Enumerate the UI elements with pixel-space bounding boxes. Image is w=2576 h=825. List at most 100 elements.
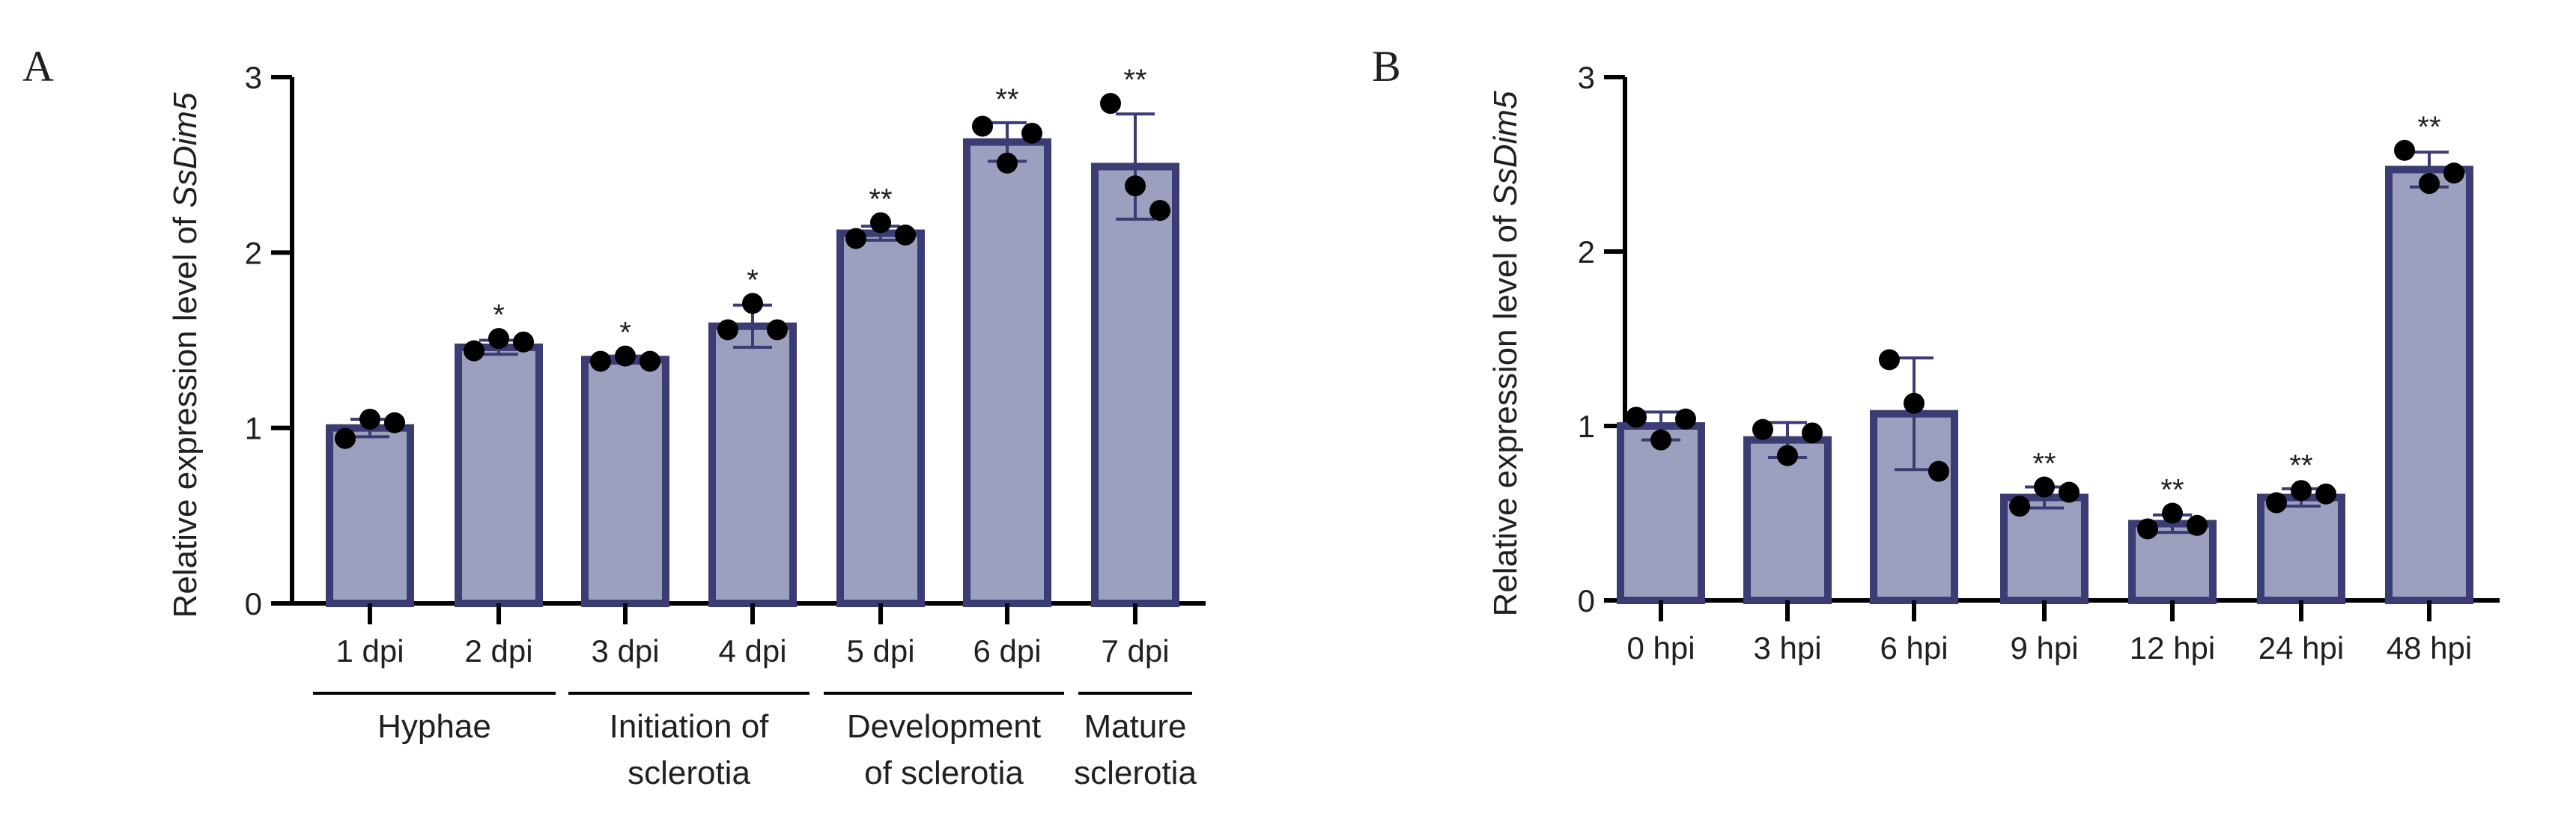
data-point xyxy=(2443,162,2464,184)
x-tick-label: 12 hpi xyxy=(2130,630,2215,666)
significance-marker: * xyxy=(493,299,505,332)
significance-marker: * xyxy=(747,264,759,296)
data-point xyxy=(1149,200,1170,222)
significance-marker: * xyxy=(619,317,631,350)
bar xyxy=(1743,436,1832,605)
bar xyxy=(836,229,925,607)
y-axis-label: Relative expression level of SsDim5 xyxy=(1487,91,1524,616)
data-point xyxy=(2187,514,2208,536)
y-tick-label: 3 xyxy=(245,60,262,95)
data-point xyxy=(640,350,660,372)
group-label: of sclerotia xyxy=(864,755,1024,791)
data-point xyxy=(2291,480,2312,502)
bar xyxy=(2257,493,2345,605)
data-point xyxy=(590,350,611,372)
y-tick-label: 3 xyxy=(1578,60,1595,95)
x-tick-label: 6 hpi xyxy=(1880,630,1948,666)
y-axis-label-text: Relative expression level of xyxy=(1487,207,1524,617)
data-point xyxy=(1928,460,1949,482)
data-point xyxy=(2034,476,2055,498)
significance-marker: ** xyxy=(2032,448,2056,481)
x-tick-label: 1 dpi xyxy=(335,633,404,669)
data-point xyxy=(1021,122,1042,144)
data-point xyxy=(895,224,916,246)
data-point xyxy=(2009,496,2030,517)
bar xyxy=(455,343,543,607)
data-point xyxy=(1879,349,1900,371)
data-point xyxy=(384,412,405,433)
x-tick-label: 9 hpi xyxy=(2010,630,2078,666)
x-tick-label: 5 dpi xyxy=(846,633,914,669)
bar xyxy=(1091,162,1179,607)
y-tick-label: 0 xyxy=(245,586,262,621)
data-point xyxy=(1100,93,1121,115)
data-point xyxy=(1904,392,1925,414)
panel-a-chart: A 0 1 2 3 Relative expression level of SsDim5… xyxy=(22,42,1206,791)
data-point xyxy=(717,319,738,341)
data-point xyxy=(1650,429,1671,451)
group-label: Initiation of xyxy=(610,708,770,745)
group-label: sclerotia xyxy=(1074,755,1197,791)
data-point xyxy=(845,228,866,249)
significance-marker: ** xyxy=(1123,64,1146,97)
bar xyxy=(963,138,1051,608)
y-axis-label-text: Relative expression level of xyxy=(167,208,204,618)
data-point xyxy=(1777,445,1798,466)
data-point xyxy=(1125,175,1146,197)
x-tick-label: 48 hpi xyxy=(2387,630,2472,666)
data-point xyxy=(972,115,993,137)
x-tick-label: 4 dpi xyxy=(718,633,786,669)
data-point xyxy=(513,331,534,353)
group-label: Hyphae xyxy=(377,708,491,745)
significance-marker: ** xyxy=(995,83,1018,116)
y-tick-label: 1 xyxy=(1578,409,1595,444)
bar xyxy=(326,424,414,608)
data-point xyxy=(997,152,1018,174)
x-tick-label: 3 dpi xyxy=(591,633,659,669)
data-point xyxy=(359,408,380,430)
significance-marker: ** xyxy=(2417,111,2440,144)
data-point xyxy=(767,319,788,341)
y-tick-label: 1 xyxy=(245,411,262,446)
x-tick-label: 3 hpi xyxy=(1753,630,1821,666)
data-point xyxy=(2266,492,2287,514)
data-point xyxy=(464,340,484,362)
x-tick-label: 24 hpi xyxy=(2258,630,2344,666)
data-point xyxy=(870,212,891,234)
y-axis-label-gene: SsDim5 xyxy=(167,92,204,208)
y-axis-label: Relative expression level of SsDim5 xyxy=(167,92,204,618)
y-tick-label: 0 xyxy=(1578,583,1595,618)
group-label: Mature xyxy=(1084,708,1187,745)
y-tick-label: 2 xyxy=(1578,234,1595,270)
significance-marker: ** xyxy=(869,183,892,216)
data-point xyxy=(742,293,763,314)
data-point xyxy=(335,427,356,449)
y-tick-label: 2 xyxy=(245,235,262,270)
significance-marker: ** xyxy=(2289,449,2312,482)
x-tick-label: 2 dpi xyxy=(464,633,532,669)
bar xyxy=(581,356,669,607)
data-point xyxy=(488,328,509,350)
panel-letter: B xyxy=(1372,42,1401,91)
data-point xyxy=(2059,481,2080,503)
data-point xyxy=(1802,422,1823,444)
x-tick-label: 6 dpi xyxy=(973,633,1041,669)
bar xyxy=(708,322,797,607)
group-label: sclerotia xyxy=(628,755,750,791)
data-point xyxy=(2162,502,2183,524)
data-point xyxy=(2137,518,2158,540)
data-point xyxy=(615,345,636,367)
bar xyxy=(1617,422,1705,604)
x-tick-label: 0 hpi xyxy=(1626,630,1695,666)
y-axis-label-gene: SsDim5 xyxy=(1487,91,1524,207)
x-tick-label: 7 dpi xyxy=(1101,633,1169,669)
significance-marker: ** xyxy=(2160,474,2184,507)
bar xyxy=(2385,165,2473,605)
data-point xyxy=(2419,173,2440,195)
data-point xyxy=(1675,408,1696,430)
group-label: Development xyxy=(847,708,1041,745)
panel-b-chart: B 0 1 2 3 Relative expression level of SsDim5… xyxy=(1372,42,2500,666)
data-point xyxy=(2394,139,2415,161)
data-point xyxy=(2315,483,2336,505)
